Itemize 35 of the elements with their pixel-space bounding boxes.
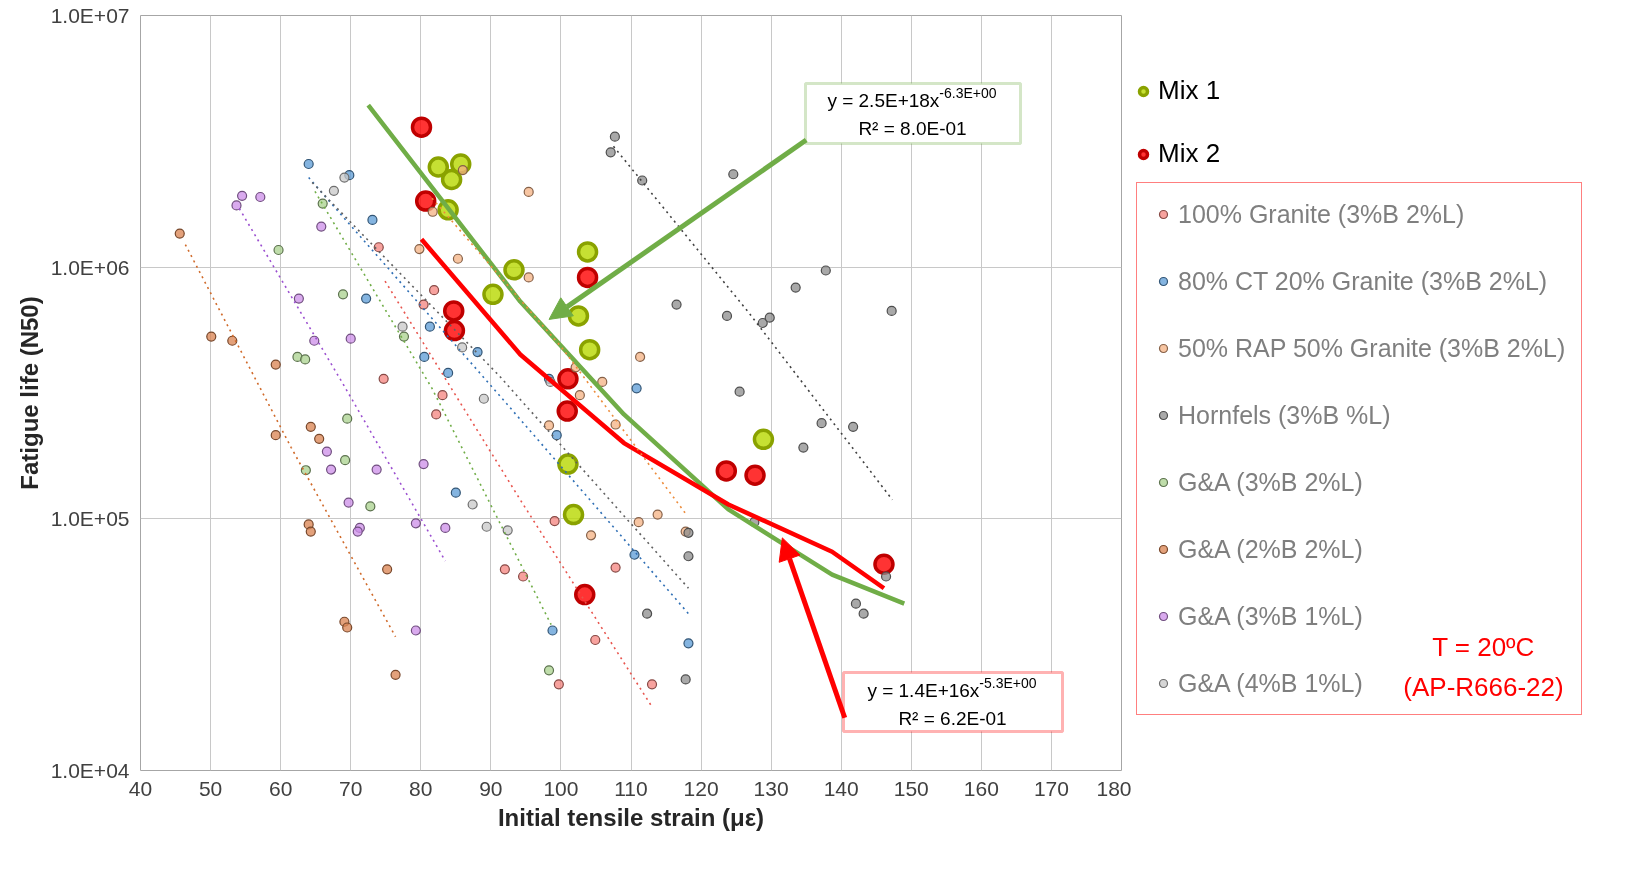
y-tick-label: 1.0E+07 xyxy=(50,4,130,27)
x-tick-label: 140 xyxy=(823,776,859,800)
text: T = 20ºC xyxy=(1432,631,1535,662)
legend-label: 50% RAP 50% Granite (3%B 2%L) xyxy=(1178,333,1566,363)
legend-label: 80% CT 20% Granite (3%B 2%L) xyxy=(1178,266,1548,296)
x-axis-title: Initial tensile strain (με) xyxy=(497,803,765,831)
x-tick-label: 90 xyxy=(479,776,503,800)
text: (AP-R666-22) xyxy=(1403,671,1564,702)
legend-label: G&A (2%B 2%L) xyxy=(1178,534,1363,564)
legend-label: G&A (4%B 1%L) xyxy=(1178,668,1363,698)
legend-label: G&A (3%B 1%L) xyxy=(1178,601,1363,631)
y-tick-label: 1.0E+04 xyxy=(50,759,130,782)
legend-label: G&A (3%B 2%L) xyxy=(1178,467,1363,497)
y-axis-title: Fatigue life (N50) xyxy=(15,296,43,490)
x-tick-label: 80 xyxy=(409,776,433,800)
x-tick-label: 150 xyxy=(893,776,929,800)
annotation: R² = 6.2E-01 xyxy=(898,708,1007,729)
y-tick-label: 1.0E+05 xyxy=(50,507,130,531)
x-tick-label: 110 xyxy=(614,776,648,800)
legend-label: Mix 1 xyxy=(1158,75,1221,106)
x-tick-label: 40 xyxy=(128,776,153,800)
annotation: R² = 8.0E-01 xyxy=(858,118,967,139)
y-tick-label: 1.0E+06 xyxy=(50,255,130,279)
x-tick-label: 100 xyxy=(543,776,579,800)
legend-label: Mix 2 xyxy=(1158,138,1221,169)
x-tick-label: 160 xyxy=(963,776,999,800)
x-tick-label: 60 xyxy=(268,776,293,800)
x-tick-label: 170 xyxy=(1033,776,1069,800)
x-tick-label: 70 xyxy=(339,776,363,800)
x-tick-label: 130 xyxy=(753,776,789,800)
x-tick-label: 180 xyxy=(1096,776,1132,800)
legend-label: Hornfels (3%B %L) xyxy=(1178,400,1391,430)
x-tick-label: 50 xyxy=(198,776,223,800)
x-tick-label: 120 xyxy=(683,776,719,800)
legend-label: 100% Granite (3%B 2%L) xyxy=(1178,199,1465,229)
